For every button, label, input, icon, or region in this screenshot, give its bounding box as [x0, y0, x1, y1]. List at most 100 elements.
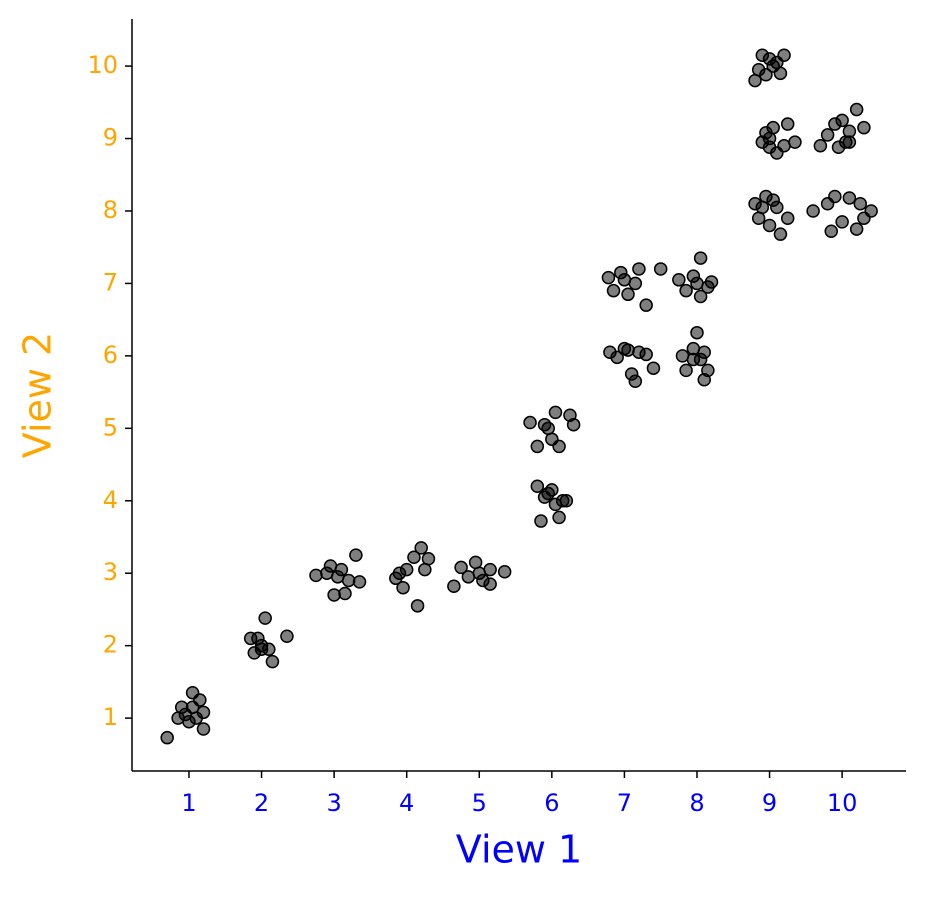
point — [523, 415, 537, 430]
point — [639, 347, 653, 362]
y-tick-label: 6 — [103, 341, 118, 369]
point — [566, 417, 581, 432]
point — [548, 405, 563, 420]
point — [617, 273, 632, 287]
point — [628, 374, 643, 388]
point — [396, 580, 410, 595]
x-tick-label: 5 — [472, 789, 487, 817]
y-tick-label: 8 — [103, 196, 118, 224]
point — [472, 566, 487, 580]
point — [196, 722, 211, 736]
point — [780, 117, 795, 131]
point — [447, 579, 461, 594]
point — [265, 654, 280, 669]
x-tick-label: 8 — [689, 789, 704, 817]
point — [621, 287, 635, 302]
point — [552, 439, 566, 454]
y-tick-label: 10 — [87, 51, 118, 79]
point — [280, 629, 294, 643]
point — [820, 128, 835, 142]
point — [352, 575, 367, 589]
point — [759, 68, 773, 82]
point — [842, 135, 857, 149]
point — [258, 611, 272, 625]
point — [410, 599, 425, 613]
point — [407, 550, 421, 565]
x-tick-label: 9 — [762, 789, 777, 817]
point — [697, 345, 711, 360]
point — [849, 102, 864, 117]
point — [392, 566, 407, 580]
point — [824, 224, 838, 239]
x-tick-label: 7 — [617, 789, 632, 817]
y-tick-label: 2 — [103, 631, 118, 659]
point — [483, 577, 497, 591]
point — [690, 276, 704, 291]
point — [857, 120, 871, 135]
point — [690, 325, 704, 340]
point — [653, 262, 668, 276]
point — [780, 211, 795, 225]
point — [639, 298, 653, 312]
y-tick-label: 7 — [103, 268, 118, 296]
point — [842, 191, 857, 205]
point — [849, 222, 864, 236]
x-tick-label: 6 — [544, 789, 559, 817]
point — [762, 131, 777, 146]
point — [806, 204, 820, 218]
point — [766, 59, 780, 73]
x-tick-label: 3 — [326, 789, 341, 817]
point — [541, 486, 555, 501]
point — [185, 700, 200, 714]
x-tick-label: 4 — [399, 789, 414, 817]
y-tick-label: 1 — [103, 703, 118, 731]
point — [334, 562, 349, 577]
point — [828, 189, 842, 204]
point — [755, 200, 770, 215]
point — [530, 439, 545, 454]
point — [777, 48, 791, 62]
point — [679, 283, 693, 298]
point — [773, 227, 788, 241]
point — [254, 642, 269, 657]
point — [762, 218, 777, 233]
point — [646, 361, 661, 375]
point — [672, 273, 686, 287]
point — [621, 343, 635, 357]
point — [679, 363, 693, 378]
point — [160, 730, 174, 745]
point — [338, 586, 352, 601]
point — [530, 479, 545, 494]
x-axis-label: View 1 — [456, 828, 582, 872]
point — [693, 289, 708, 304]
x-tick-label: 10 — [827, 789, 858, 817]
point — [414, 541, 428, 555]
point — [349, 548, 363, 562]
x-tick-label: 2 — [254, 789, 269, 817]
point — [813, 139, 828, 153]
y-tick-label: 9 — [103, 124, 118, 152]
point — [541, 421, 555, 436]
point — [196, 705, 211, 720]
point — [693, 251, 708, 265]
point — [309, 568, 323, 583]
point — [864, 204, 878, 218]
point — [601, 270, 616, 285]
point — [454, 560, 468, 575]
point — [418, 562, 432, 577]
point — [606, 283, 621, 298]
point — [835, 113, 849, 128]
point — [704, 275, 719, 289]
point — [835, 215, 849, 229]
point — [559, 494, 574, 508]
point — [341, 573, 356, 588]
point — [497, 565, 512, 579]
x-tick-label: 1 — [181, 789, 196, 817]
point — [788, 135, 802, 149]
point — [766, 193, 780, 207]
y-tick-label: 3 — [103, 558, 118, 586]
y-tick-label: 4 — [103, 486, 118, 514]
point — [534, 514, 548, 528]
point — [853, 196, 868, 211]
